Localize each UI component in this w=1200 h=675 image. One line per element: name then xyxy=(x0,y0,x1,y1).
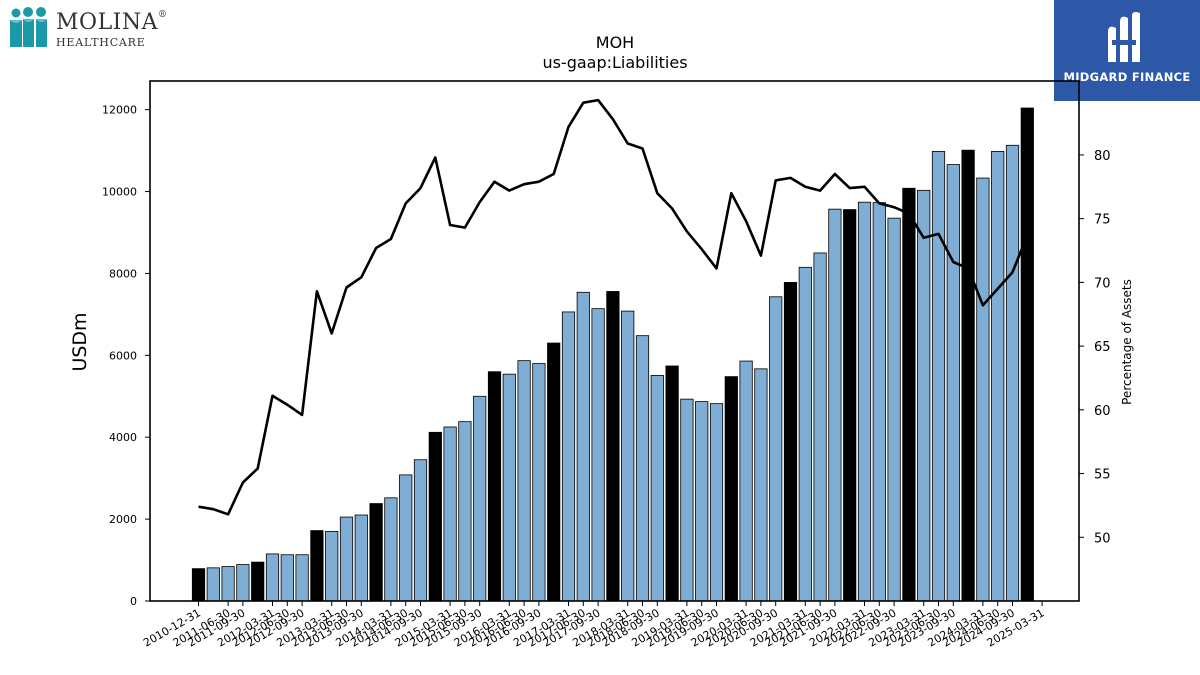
bar xyxy=(443,426,457,602)
molina-wordmark: MOLINA® xyxy=(56,10,168,35)
bar xyxy=(206,567,220,602)
bar xyxy=(369,503,383,602)
bar xyxy=(517,360,531,602)
bar xyxy=(458,421,472,602)
chart-title: MOH xyxy=(596,33,634,52)
bar xyxy=(265,553,280,602)
bar xyxy=(413,459,428,602)
bar xyxy=(339,516,354,602)
bar xyxy=(917,189,931,602)
x-axis: 2010-12-312011-06-302011-09-302012-03-31… xyxy=(141,601,1047,650)
bar xyxy=(887,217,901,602)
bar xyxy=(680,398,694,602)
bar xyxy=(280,554,294,602)
bar xyxy=(724,376,738,602)
chart-subtitle: us-gaap:Liabilities xyxy=(542,53,687,72)
bar xyxy=(635,335,650,602)
left-axis: 0 2000 4000 6000 8000 10000 12000 xyxy=(102,104,150,608)
bar xyxy=(325,530,339,602)
bar xyxy=(502,373,516,602)
people-logo-icon xyxy=(10,7,47,47)
y-axis-label: USDm xyxy=(69,312,91,371)
y-tick-label: 10000 xyxy=(102,186,137,199)
y2-tick-label: 75 xyxy=(1094,213,1111,228)
bar xyxy=(976,177,990,602)
y2-tick-label: 80 xyxy=(1094,149,1111,164)
bar xyxy=(739,360,753,602)
bar xyxy=(991,151,1005,602)
midgard-logo: MIDGARD FINANCE xyxy=(1054,0,1200,101)
bar xyxy=(695,401,709,602)
bar xyxy=(857,201,872,602)
bar xyxy=(487,371,502,602)
y2-tick-label: 70 xyxy=(1094,276,1111,291)
bar xyxy=(650,374,664,602)
y2-tick-label: 65 xyxy=(1094,340,1111,355)
bar xyxy=(1020,107,1034,602)
right-axis: 50 55 60 65 70 75 80 xyxy=(1079,149,1111,546)
molina-subtitle: HEALTHCARE xyxy=(56,36,146,49)
bar xyxy=(532,363,546,602)
bar xyxy=(399,474,413,602)
bar xyxy=(754,368,768,602)
bar xyxy=(946,164,960,602)
bar xyxy=(428,431,442,602)
y2-tick-label: 55 xyxy=(1094,468,1111,483)
bar xyxy=(384,497,398,602)
molina-logo: MOLINA® HEALTHCARE xyxy=(8,6,167,50)
bar xyxy=(547,342,561,602)
y2-tick-label: 60 xyxy=(1094,404,1111,419)
bar xyxy=(872,202,886,602)
bar xyxy=(828,208,842,602)
bar xyxy=(783,282,798,602)
midgard-mark-icon xyxy=(1108,12,1140,63)
bar xyxy=(769,296,783,602)
y-tick-label: 0 xyxy=(130,595,137,608)
bar xyxy=(295,554,309,602)
y2-tick-label: 50 xyxy=(1094,531,1111,546)
bar xyxy=(473,395,487,602)
bars-layer xyxy=(191,107,1034,602)
y-tick-label: 12000 xyxy=(102,104,137,117)
plot-frame xyxy=(149,80,1080,602)
bar xyxy=(621,310,635,602)
bar xyxy=(961,149,975,602)
bar xyxy=(813,252,827,602)
bar xyxy=(251,561,265,602)
y-tick-label: 8000 xyxy=(109,267,137,280)
bar xyxy=(191,568,206,602)
bar xyxy=(931,151,946,602)
bar xyxy=(591,308,605,602)
bar xyxy=(576,291,590,602)
bar xyxy=(665,365,679,602)
bar xyxy=(606,291,620,602)
bar xyxy=(902,187,916,602)
bar xyxy=(354,514,368,602)
bar xyxy=(236,564,250,602)
bar xyxy=(1005,144,1020,602)
line-layer xyxy=(198,98,1029,516)
bar xyxy=(561,311,576,602)
y-tick-label: 6000 xyxy=(109,349,137,362)
bar xyxy=(843,209,857,602)
bar xyxy=(310,530,324,602)
midgard-wordmark: MIDGARD FINANCE xyxy=(1063,70,1191,84)
bar xyxy=(709,403,724,602)
y2-axis-label: Percentage of Assets xyxy=(1120,279,1134,405)
bar xyxy=(221,566,235,602)
y-tick-label: 4000 xyxy=(109,431,137,444)
bar xyxy=(798,266,812,602)
y-tick-label: 2000 xyxy=(109,513,137,526)
